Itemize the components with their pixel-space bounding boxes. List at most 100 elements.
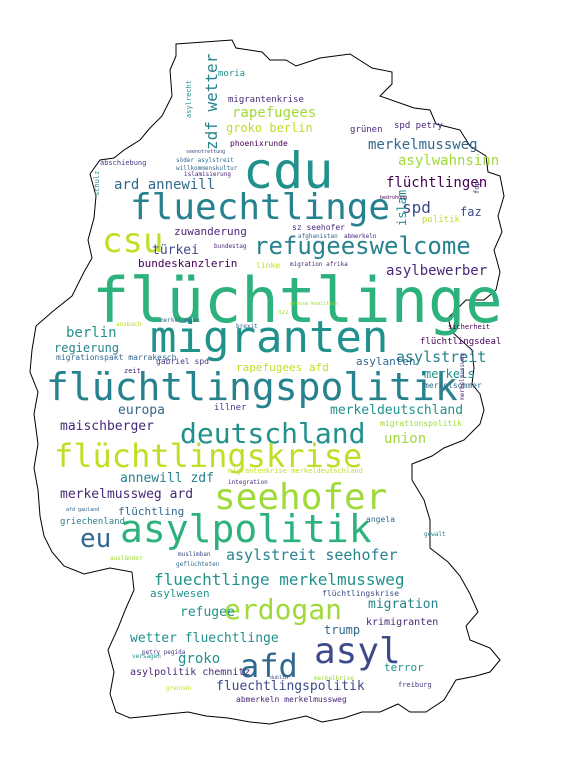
word-abmerkeln: abmerkeln [344, 233, 377, 240]
word-linke: linke [256, 261, 281, 270]
word-politik: politik [422, 215, 460, 225]
word-annewill-zdf: annewill zdf [120, 471, 214, 486]
word-illner: illner [214, 403, 247, 413]
word-groko-berlin: groko berlin [226, 121, 313, 135]
germany-border-path [29, 39, 505, 725]
word-soeder-asylstreit: söder asylstreit [176, 157, 234, 164]
word-merkelunion: merkelunion [160, 317, 200, 324]
word-freiburg: freiburg [398, 681, 432, 689]
word-asylpolitik-chemnitz: asylpolitik chemnitz [130, 667, 251, 678]
word-integration: integration [228, 479, 268, 486]
word-gruenen: grünen [350, 125, 383, 135]
word-berlin: berlin [66, 325, 117, 341]
word-rapefugees-afd: rapefugees afd [236, 361, 329, 374]
word-groko: groko [178, 651, 221, 667]
word-deutschland: deutschland [180, 417, 366, 450]
word-fluechtlinge-large: flüchtlinge [92, 264, 503, 337]
word-asylstreit: asylstreit [396, 348, 487, 366]
word-migrantenkrise: migrantenkrise [228, 95, 304, 105]
word-muslimban: muslimban [178, 551, 211, 558]
word-terror: terror [384, 661, 424, 674]
word-zuwanderung: zuwanderung [174, 225, 247, 238]
word-fluechtlingspolitik: flüchtlingspolitik [46, 365, 458, 409]
word-nzz: nzz [278, 309, 289, 316]
word-seehofer: seehofer [214, 477, 388, 518]
word-tuerkei: türkei [152, 243, 199, 258]
word-fluechtlingskrise-small: flüchtlingskrise [322, 589, 400, 598]
word-spd-petry: spd petry [394, 121, 443, 131]
word-asylwahnsinn: asylwahnsinn [398, 153, 500, 169]
word-brexit: brexit [236, 323, 258, 330]
word-union: union [384, 431, 427, 447]
word-abmerkeln-merkelmussweg: abmerkeln merkelmussweg [236, 695, 347, 704]
word-migrationspolitik: migrationspolitik [380, 419, 462, 428]
word-refugee: refugee [180, 605, 235, 620]
word-maischberger: maischberger [60, 419, 154, 434]
word-fluechtlinge-merkelmussweg: fluechtlinge merkelmussweg [154, 570, 405, 589]
word-europa: europa [118, 403, 165, 418]
word-islamisierung: islamisierung [184, 171, 231, 178]
word-eu: eu [80, 524, 112, 554]
word-fluechtlinge-2: fluechtlinge [130, 187, 391, 228]
word-sz-seehofer: sz seehofer [292, 223, 345, 232]
word-merkelmussweg-ard: merkelmussweg ard [60, 487, 194, 502]
word-moria: moria [218, 69, 246, 79]
word-merkelsommer: merkelsommer [424, 381, 482, 390]
word-merkelmussweg-v: merkelmussweg [459, 353, 466, 400]
word-trump: trump [324, 623, 361, 637]
word-merkeldeutschland: merkeldeutschland [330, 403, 464, 418]
word-afd: afd [240, 647, 298, 685]
word-petry-pegida: petry pegida [142, 649, 186, 656]
word-fluechtlingsdeal: flüchtlingsdeal [420, 337, 502, 347]
word-asylstreit-seehofer: asylstreit seehofer [226, 546, 398, 564]
word-grosse-koalition: grosse koalition [290, 301, 339, 307]
word-afghanistan: afghanistan [298, 233, 338, 240]
word-fluechtling: flüchtling [118, 505, 185, 518]
word-afd-gauland: afd gauland [66, 507, 100, 513]
word-cdu: cdu [243, 142, 334, 200]
word-faz: faz [460, 205, 482, 219]
word-zeit: zeit [124, 367, 141, 375]
word-refugeeswelcome: refugeeswelcome [254, 232, 471, 260]
word-merkelkrise: merkelkrise [314, 675, 354, 682]
word-merkelmussweg: merkelmussweg [368, 137, 478, 153]
word-migranten: migranten [150, 312, 389, 363]
word-willkommenskultur: willkommenskultur [176, 165, 238, 172]
word-fdp: fdp [473, 181, 481, 194]
word-fluechtlingen: flüchtlingen [386, 175, 488, 191]
word-dublin: dublin [270, 675, 289, 681]
word-asylbewerber: asylbewerber [386, 263, 488, 279]
word-rapefugees: rapefugees [232, 105, 317, 121]
word-migrantenkrise-merkeldeutschland: migrantenkrise merkeldeutschland [228, 467, 363, 475]
word-angela: angela [366, 515, 395, 524]
word-versagen: versagen [132, 653, 161, 660]
word-asylanten: asylanten [356, 355, 416, 368]
word-grenzen: grenzen [166, 685, 192, 692]
word-merkels: merkels [424, 367, 475, 381]
word-abschiebung: abschiebung [100, 159, 147, 167]
word-ard-annewill: ard annewill [114, 177, 216, 193]
word-asyl: asyl [314, 631, 401, 672]
word-bundeskanzlerin: bundeskanzlerin [138, 257, 238, 270]
word-migration-afrika: migration afrika [290, 261, 348, 268]
word-bedrohung: bedrohung [380, 195, 408, 201]
word-bundestag: bundestag [214, 243, 247, 250]
word-asylwesen: asylwesen [150, 587, 210, 600]
word-griechenland: griechenland [60, 517, 126, 527]
word-wetter-fluechtlinge: wetter fluechtlinge [130, 631, 279, 646]
word-gefluechteten: geflüchteten [176, 561, 220, 568]
word-csu: csu [102, 221, 164, 261]
word-gabriel-spd: gabriel spd [156, 357, 209, 366]
word-seenotrettung: seenotrettung [186, 149, 226, 155]
word-asylrecht: asylrecht [185, 80, 193, 118]
word-regierung: regierung [54, 341, 120, 355]
word-sicherheit: sicherheit [448, 323, 491, 331]
word-migration: migration [368, 597, 439, 612]
word-krimigranten: krimigranten [366, 617, 439, 628]
word-spd: spd [402, 198, 431, 217]
word-asylpolitik: asylpolitik [120, 507, 372, 551]
word-ansbach: ansbach [116, 321, 142, 328]
word-migrationspakt-marrakesch: migrationspakt marrakesch [56, 353, 177, 362]
